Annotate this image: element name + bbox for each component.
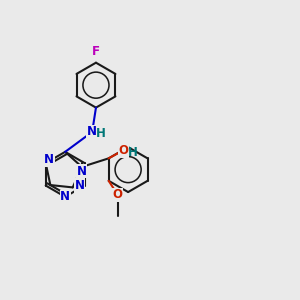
Text: H: H — [128, 146, 137, 160]
Text: O: O — [119, 144, 129, 157]
Text: N: N — [60, 190, 70, 203]
Text: N: N — [44, 153, 54, 166]
Text: F: F — [92, 45, 100, 58]
Text: O: O — [113, 188, 123, 201]
Text: N: N — [77, 165, 87, 178]
Text: H: H — [96, 127, 106, 140]
Text: N: N — [75, 179, 85, 192]
Text: N: N — [87, 125, 97, 138]
